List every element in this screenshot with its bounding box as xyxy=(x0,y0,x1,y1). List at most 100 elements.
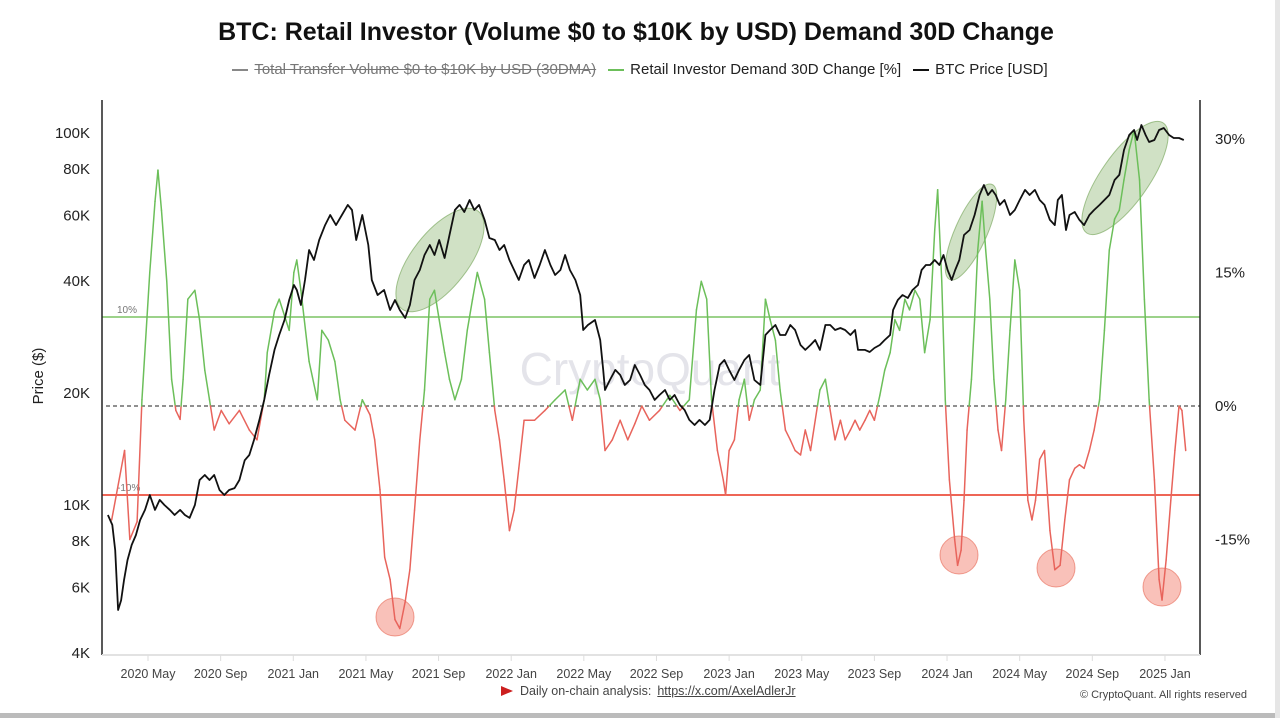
demand-segment-positive xyxy=(936,188,943,283)
demand-segment-negative xyxy=(997,429,1003,452)
demand-segment-negative xyxy=(658,405,664,412)
legend-label: Retail Investor Demand 30D Change [%] xyxy=(630,61,902,78)
demand-segment-negative xyxy=(364,405,371,416)
reference-line-label: -10% xyxy=(117,483,140,494)
demand-segment-negative xyxy=(238,409,251,431)
demand-segment-positive xyxy=(883,351,891,372)
y-left-tick-label: 6K xyxy=(72,580,90,597)
demand-segment-positive xyxy=(180,378,184,407)
demand-segment-negative xyxy=(1038,449,1046,461)
demand-segment-positive xyxy=(273,298,280,312)
demand-segment-positive xyxy=(968,378,973,407)
demand-segment-positive xyxy=(422,389,426,407)
x-tick-label: 2023 Sep xyxy=(848,667,902,681)
demand-segment-negative xyxy=(748,405,754,421)
demand-segment-positive xyxy=(973,249,979,321)
demand-segment-positive xyxy=(753,389,762,401)
demand-segment-negative xyxy=(1000,405,1006,452)
x-tick-label: 2023 Jan xyxy=(703,667,754,681)
demand-segment-negative xyxy=(1034,458,1041,502)
demand-segment-positive xyxy=(1009,259,1016,332)
demand-segment-negative xyxy=(789,439,796,452)
demand-segment-negative xyxy=(413,439,421,511)
demand-segment-positive xyxy=(1018,289,1025,407)
demand-segment-negative xyxy=(1165,499,1172,561)
demand-segment-positive xyxy=(141,271,151,401)
demand-segment-positive xyxy=(149,200,156,274)
x-tick-label: 2024 Sep xyxy=(1066,667,1120,681)
demand-segment-positive xyxy=(1014,259,1021,292)
demand-segment-negative xyxy=(648,409,661,421)
window-frame xyxy=(1275,0,1280,718)
demand-segment-positive xyxy=(278,298,290,332)
demand-segment-positive xyxy=(981,200,987,251)
demand-segment-positive xyxy=(194,289,201,321)
demand-segment-negative xyxy=(963,429,968,502)
demand-segment-negative xyxy=(1073,463,1081,470)
demand-segment-positive xyxy=(296,259,302,292)
demand-segment-positive xyxy=(594,378,601,401)
demand-segment-positive xyxy=(361,399,367,407)
demand-segment-negative xyxy=(1158,578,1163,601)
demand-segment-positive xyxy=(1123,148,1130,181)
y-left-tick-label: 10K xyxy=(63,497,90,514)
demand-segment-positive xyxy=(914,289,921,300)
demand-segment-negative xyxy=(248,429,258,441)
demand-segment-negative xyxy=(1023,419,1029,502)
demand-segment-positive xyxy=(737,399,740,407)
demand-segment-negative xyxy=(814,405,819,421)
author-link[interactable]: https://x.com/AxelAdlerJr xyxy=(657,684,796,698)
demand-segment-negative xyxy=(354,405,362,431)
demand-segment-positive xyxy=(941,280,947,401)
demand-segment-positive xyxy=(894,318,901,332)
demand-segment-negative xyxy=(600,405,606,452)
demand-segment-negative xyxy=(568,405,574,421)
demand-segment-negative xyxy=(839,419,846,441)
demand-segment-positive xyxy=(182,298,189,381)
demand-segment-positive xyxy=(170,378,176,407)
legend-item-total-transfer-volume[interactable]: Total Transfer Volume $0 to $10K by USD … xyxy=(232,61,596,78)
x-tick-label: 2021 May xyxy=(338,667,394,681)
demand-segment-negative xyxy=(373,439,381,491)
demand-segment-positive xyxy=(438,318,446,354)
legend-item-retail-demand[interactable]: Retail Investor Demand 30D Change [%] xyxy=(608,61,901,78)
demand-segment-positive xyxy=(700,280,708,300)
demand-segment-positive xyxy=(548,399,556,407)
legend-label: Total Transfer Volume $0 to $10K by USD … xyxy=(254,61,597,78)
demand-segment-positive xyxy=(1133,129,1141,181)
demand-segment-negative xyxy=(1043,449,1051,532)
demand-segment-negative xyxy=(953,538,959,567)
demand-segment-positive xyxy=(970,318,976,381)
demand-segment-positive xyxy=(266,310,276,354)
x-tick-label: 2022 Jan xyxy=(485,667,536,681)
demand-segment-positive xyxy=(308,360,319,401)
red-flag-icon xyxy=(501,686,513,696)
demand-segment-positive xyxy=(154,169,159,203)
watermark: CryptoQuant xyxy=(520,343,781,395)
demand-segment-negative xyxy=(956,549,962,567)
demand-segment-negative xyxy=(179,405,182,421)
demand-segment-negative xyxy=(627,423,636,441)
x-tick-label: 2020 May xyxy=(121,667,177,681)
demand-segment-positive xyxy=(198,318,206,372)
demand-segment-positive xyxy=(204,369,211,401)
y-right-tick-label: 30% xyxy=(1215,131,1245,148)
demand-segment-positive xyxy=(339,399,343,407)
footer-note: Daily on-chain analysis: https://x.com/A… xyxy=(500,684,796,698)
legend-item-btc-price[interactable]: BTC Price [USD] xyxy=(913,61,1048,78)
demand-segment-positive xyxy=(564,389,570,407)
demand-segment-negative xyxy=(513,467,520,511)
demand-segment-positive xyxy=(316,329,323,401)
highlight-circle xyxy=(939,535,979,575)
demand-segment-negative xyxy=(123,449,131,541)
demand-segment-positive xyxy=(466,298,474,332)
demand-segment-negative xyxy=(1181,409,1187,452)
demand-segment-positive xyxy=(1005,329,1011,401)
y-left-tick-label: 60K xyxy=(63,208,90,225)
demand-segment-positive xyxy=(929,229,936,321)
demand-segment-negative xyxy=(1093,405,1100,431)
demand-segment-positive xyxy=(993,378,997,407)
demand-segment-negative xyxy=(711,405,719,452)
highlight-ellipse xyxy=(944,183,998,281)
demand-segment-negative xyxy=(804,429,812,452)
